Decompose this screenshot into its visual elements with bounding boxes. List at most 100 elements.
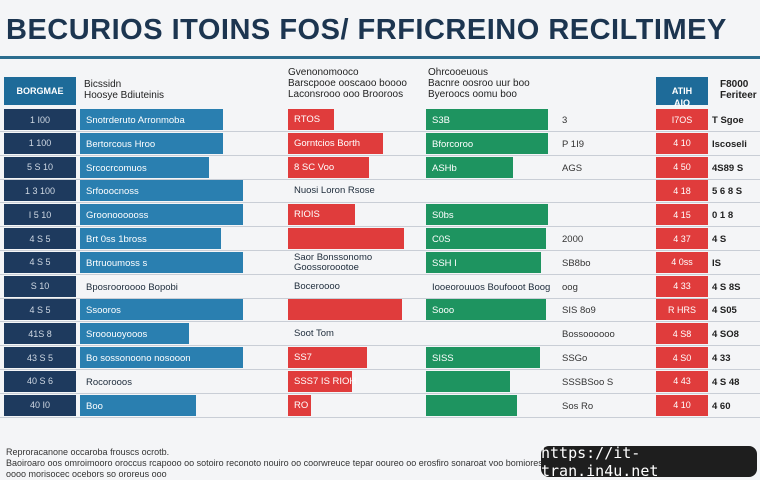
title-rule	[0, 56, 760, 59]
red-bar-label: RIOIS	[294, 209, 320, 221]
green-value: SSSBSoo S	[562, 376, 614, 388]
row-id-cell: I 5 10	[4, 204, 76, 226]
blue-bar	[80, 347, 244, 368]
row-separator	[0, 226, 760, 228]
green-bar	[426, 132, 548, 154]
row-separator	[0, 345, 760, 347]
green-bar	[426, 156, 513, 178]
green-value: SB8bo	[562, 257, 591, 269]
row-separator	[0, 250, 760, 251]
row-id-cell: 1 I00	[4, 109, 76, 130]
green-bar	[426, 228, 547, 249]
row-separator	[0, 273, 760, 275]
blue-bar	[80, 394, 196, 416]
green-bar	[426, 347, 541, 368]
right-value: 4 S05	[712, 305, 737, 317]
green-bar	[426, 299, 547, 321]
row-separator	[0, 369, 760, 370]
right-value: T Sgoe	[712, 115, 744, 126]
col3-header: Ohrcooeuous Bacnre oosroo uur boo Byeroo…	[428, 67, 530, 100]
right-value: 4S89 S	[712, 162, 744, 174]
col2-header: Gvenonomooco Barscpooe ooscaoo boooo Lac…	[288, 67, 407, 100]
row-label: Bo sossonoono nosooon	[86, 353, 191, 364]
right-value: 4 S 8S	[712, 281, 741, 293]
red-bar	[288, 132, 384, 154]
row-label: Snotrderuto Arronmoba	[86, 115, 185, 126]
row-label: Bposrooroooo Bopobi	[86, 281, 178, 293]
right-value: 4 SO8	[712, 329, 739, 341]
blue-bar	[80, 228, 222, 249]
blue-bar	[80, 299, 244, 321]
row-label: Brtruoumoss s	[86, 257, 148, 269]
right-value: 4 S	[712, 234, 727, 245]
chart-title: BECURIOS ITOINS FOS/ FRFICREINO RECILTIM…	[6, 14, 727, 46]
red-id-cell: 4 0ss	[656, 251, 708, 273]
green-value: Sos Ro	[562, 400, 594, 412]
row-id-cell: 41S 8	[4, 323, 76, 345]
green-value: oog	[562, 281, 578, 293]
green-bar-label: S3B	[432, 115, 450, 126]
row-id-cell: 4 S 5	[4, 228, 76, 249]
green-bar-label: ASHb	[432, 162, 457, 174]
row-separator	[0, 416, 760, 418]
watermark: https://it-tran.in4u.net	[541, 444, 757, 480]
red-bar-label: Soot Tom	[294, 328, 334, 340]
red-bar-label: RO	[294, 399, 309, 411]
red-bar-label: RTOS	[294, 114, 321, 125]
blue-bar	[80, 251, 244, 273]
blue-bar	[80, 109, 223, 130]
green-bar	[426, 204, 548, 226]
red-id-cell: 4 43	[656, 370, 708, 392]
row-separator	[0, 392, 760, 394]
blue-bar	[80, 180, 244, 202]
red-id-cell: 4 18	[656, 180, 708, 202]
green-value: 2000	[562, 234, 584, 245]
red-bar-label: SSS7 IS RIOH	[294, 375, 357, 387]
red-bar	[288, 156, 370, 178]
right-value: Iscoseli	[712, 138, 747, 150]
red-id-cell: 4 10	[656, 132, 708, 154]
red-id-cell: 4 33	[656, 275, 708, 297]
green-bar-label: SISS	[432, 353, 454, 364]
right-value: 4 33	[712, 353, 731, 364]
col4-header: F8000 Feriteer	[720, 79, 757, 101]
green-bar-label: C0S	[432, 234, 451, 245]
green-bar	[426, 109, 548, 130]
green-bar	[426, 251, 542, 273]
row-label: Boo	[86, 400, 103, 412]
red-id-cell: I7OS	[656, 109, 708, 130]
row-label: Srfooocnoss	[86, 186, 139, 198]
red-id-cell: 4 15	[656, 204, 708, 226]
green-bar	[426, 370, 511, 392]
red-id-cell: 4 S8	[656, 323, 708, 345]
footer-note: Reproracanone occaroba frouscs ocrotb. B…	[6, 447, 543, 479]
red-id-cell: 4 10	[656, 394, 708, 416]
green-bar-label: SSH I	[432, 257, 457, 269]
red-bar	[288, 228, 404, 249]
row-label: Brt 0ss 1bross	[86, 234, 147, 245]
blue-bar	[80, 156, 210, 178]
green-bar-label: Sooo	[432, 305, 455, 317]
blue-bar	[80, 204, 244, 226]
red-bar-label: Boceroooo	[294, 280, 340, 292]
green-value: SSGo	[562, 353, 588, 364]
row-id-cell: 40 S 6	[4, 370, 76, 392]
green-bar-label: S0bs	[432, 210, 454, 222]
right-value: 4 60	[712, 400, 731, 412]
row-label: Groonoooooss	[86, 210, 149, 222]
row-label: Srooouoyooos	[86, 329, 148, 341]
right-value: 4 S 48	[712, 376, 740, 388]
red-bar-label: 8 SC Voo	[294, 161, 335, 173]
right-value: 5 6 8 S	[712, 186, 743, 198]
row-id-cell: 4 S 5	[4, 299, 76, 321]
red-id-cell: 4 50	[656, 156, 708, 178]
red-bar	[288, 394, 312, 416]
row-id-cell: 4 S 5	[4, 251, 76, 273]
row-id-cell: 1 100	[4, 132, 76, 154]
green-bar	[426, 394, 517, 416]
row-label: Srcocrcomuos	[86, 162, 147, 174]
red-bar	[288, 204, 356, 226]
row-separator	[0, 202, 760, 204]
right-value: IS	[712, 257, 721, 269]
